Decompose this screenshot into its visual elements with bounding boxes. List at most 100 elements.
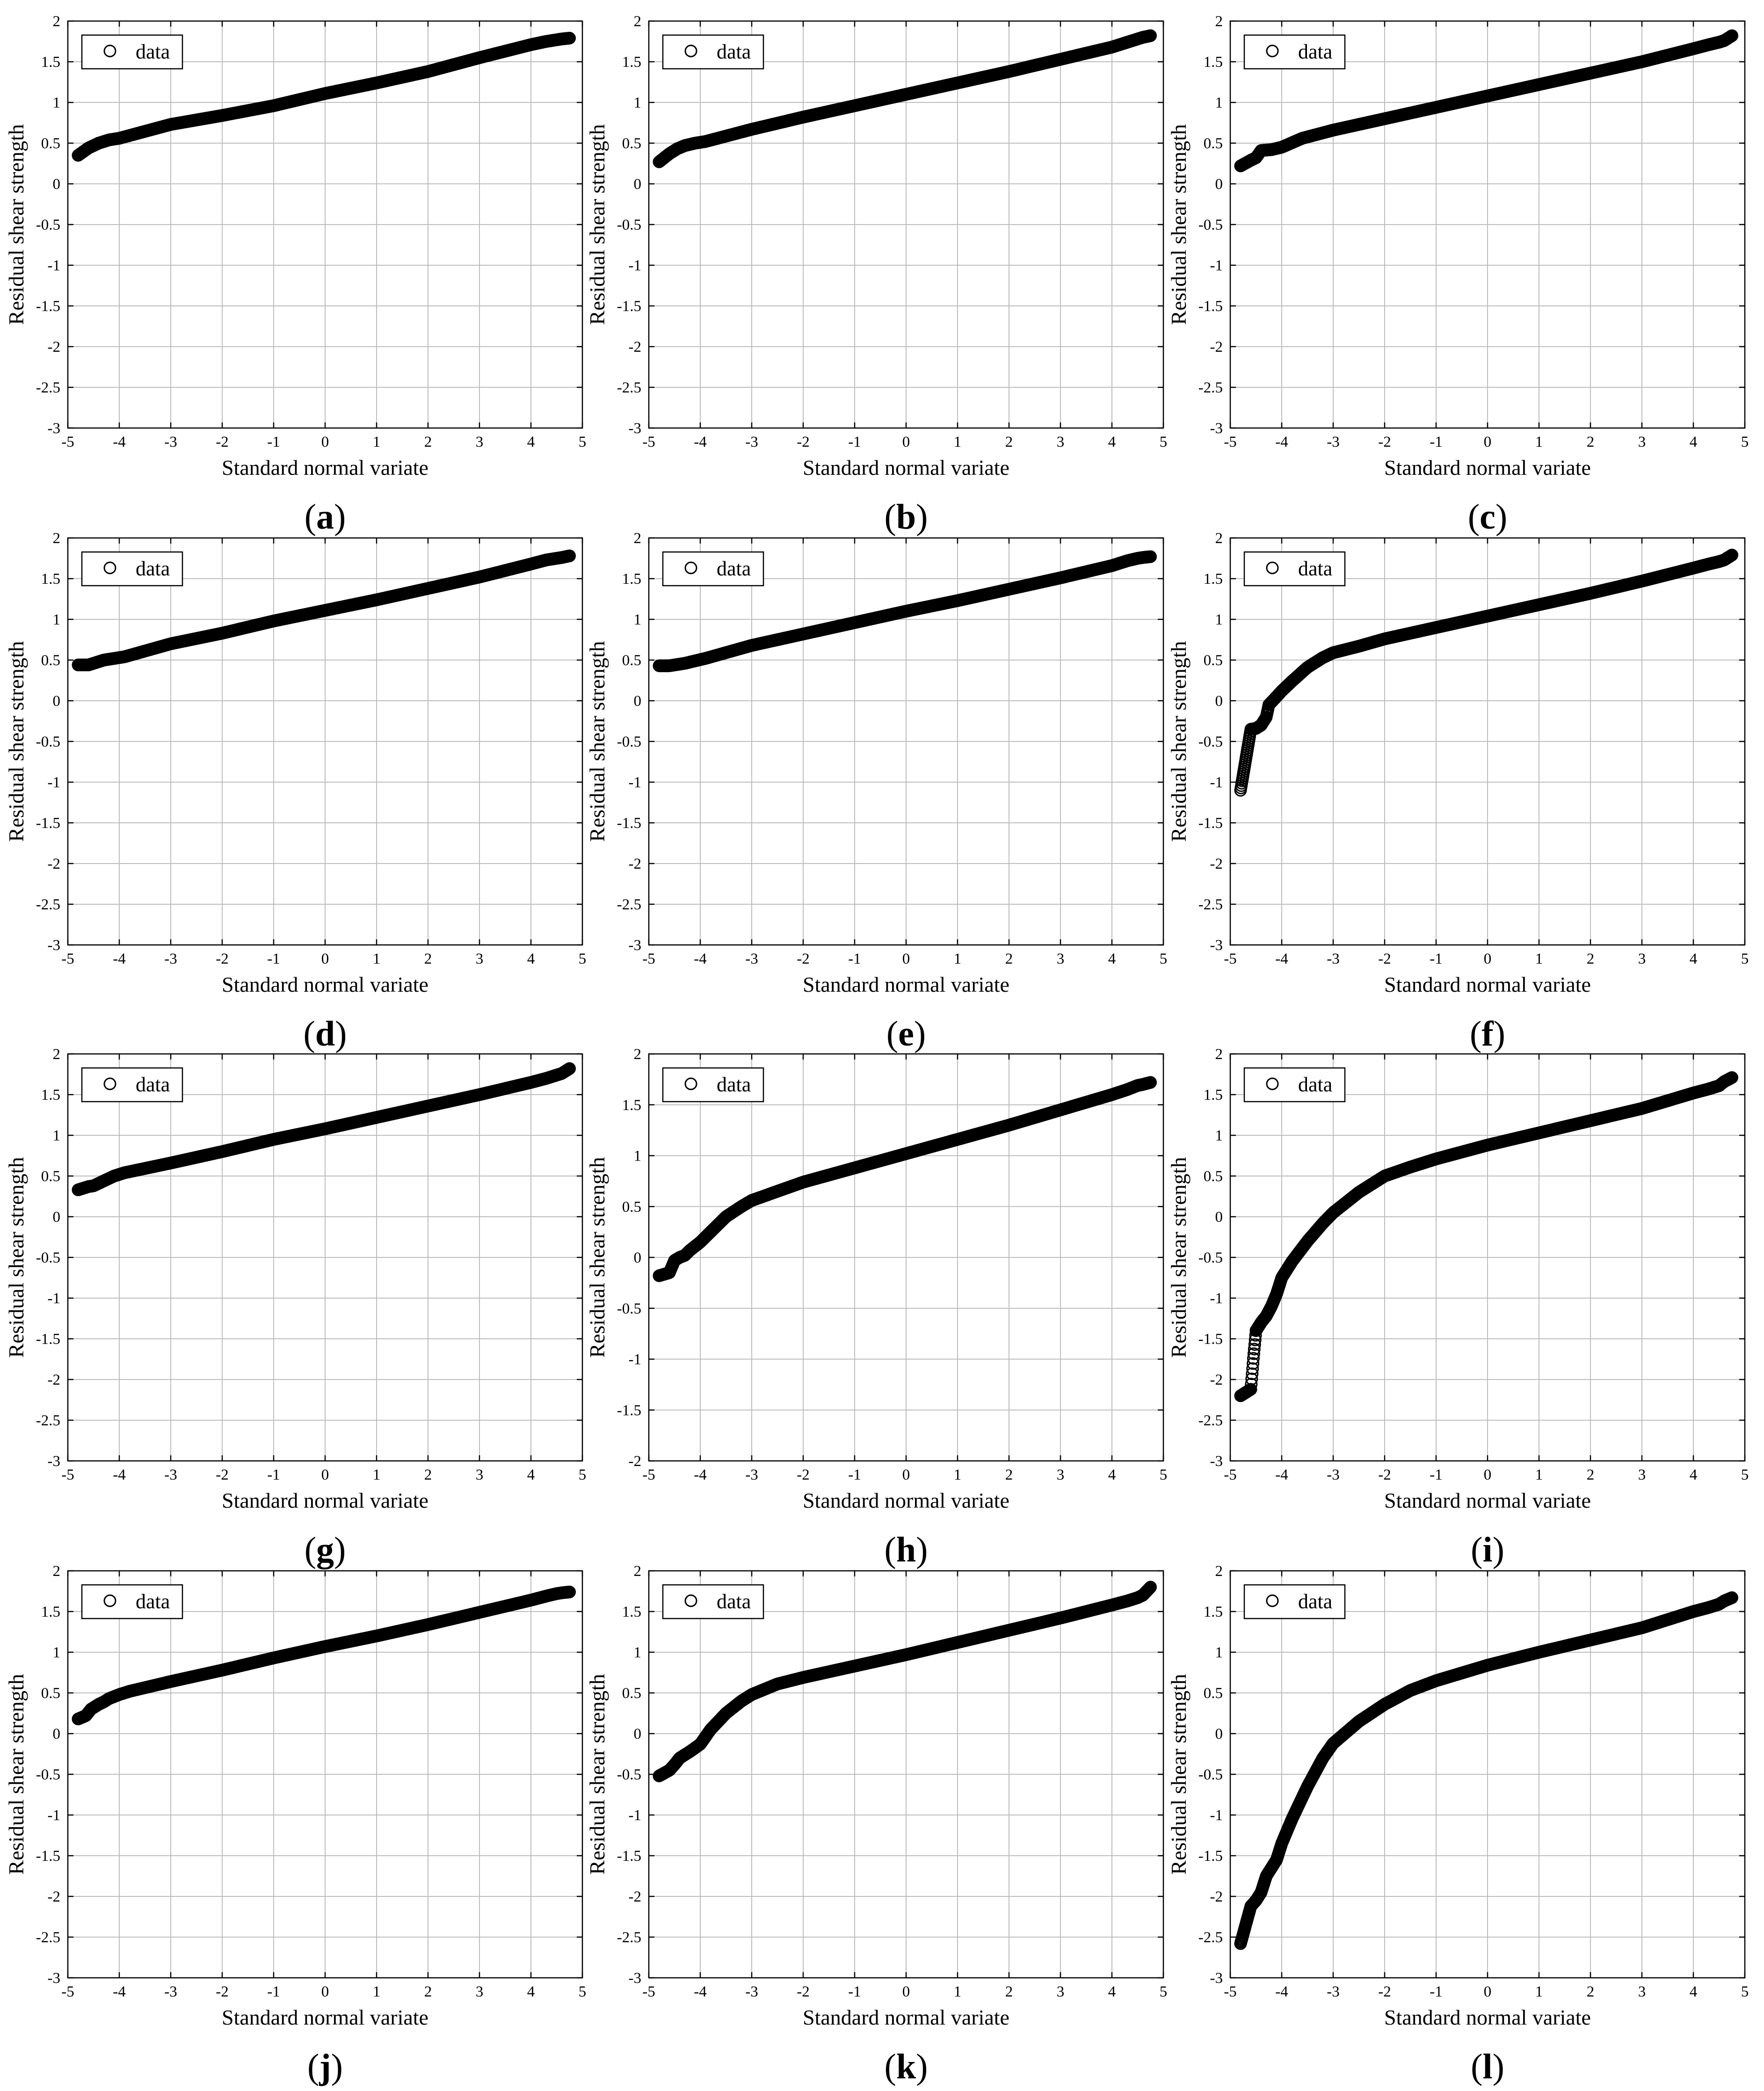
legend: data xyxy=(1243,34,1346,70)
x-tick-label: -1 xyxy=(848,434,861,450)
x-tick-label: 5 xyxy=(1160,434,1168,450)
y-tick-label: 1.5 xyxy=(1204,54,1223,71)
legend: data xyxy=(81,34,183,70)
y-tick-label: 0 xyxy=(634,176,642,193)
x-tick-label: 0 xyxy=(321,434,329,450)
panel-letter: b xyxy=(896,497,916,537)
x-tick-label: -2 xyxy=(216,434,229,450)
y-tick-label: -2.5 xyxy=(617,379,641,396)
y-tick-label: 2 xyxy=(53,530,61,547)
y-tick-label: 1.5 xyxy=(41,571,60,588)
y-tick-label: 1.5 xyxy=(41,54,60,71)
y-tick-label: -0.5 xyxy=(617,217,641,233)
y-tick-label: -0.5 xyxy=(36,733,60,750)
y-tick-label: -0.5 xyxy=(36,217,60,233)
y-axis-label: Residual shear strength xyxy=(585,124,609,325)
legend-label: data xyxy=(1298,40,1332,63)
y-tick-label: 0.5 xyxy=(1204,135,1223,152)
panel-b: -5 -4 -3 -2 -1 0 1 2 3 4 521.510.50-0.5-1-1.5-2-2.… xyxy=(585,13,1167,537)
y-tick-label: -3 xyxy=(48,420,61,437)
y-tick-label: -2.5 xyxy=(1198,379,1223,396)
x-tick-label: -2 xyxy=(216,951,229,967)
y-tick-label: 1 xyxy=(53,94,61,111)
x-tick-label: 5 xyxy=(579,434,587,450)
x-tick-label: 4 xyxy=(1108,434,1116,450)
y-tick-label: -1 xyxy=(48,257,61,274)
legend-label: data xyxy=(717,40,751,63)
x-tick-label: -2 xyxy=(797,434,810,450)
y-tick-label: 0 xyxy=(1215,176,1223,193)
y-tick-label: -3 xyxy=(1210,420,1223,437)
y-axis-label: Residual shear strength xyxy=(4,124,28,325)
x-tick-label: 2 xyxy=(424,434,432,450)
y-tick-label: -2 xyxy=(48,339,61,356)
x-tick-label: 4 xyxy=(527,434,535,450)
panel-label: (b) xyxy=(885,497,928,537)
panel-label: (a) xyxy=(305,497,346,537)
x-axis-label: Standard normal variate xyxy=(222,456,428,479)
x-tick-label: 1 xyxy=(373,951,381,967)
y-tick-label: 0.5 xyxy=(622,135,641,152)
y-tick-label: 1 xyxy=(1215,94,1223,111)
x-tick-label: 5 xyxy=(579,951,587,967)
x-tick-label: 2 xyxy=(1587,434,1595,450)
panel-letter: c xyxy=(1480,497,1495,537)
y-tick-label: -1.5 xyxy=(36,298,60,315)
y-tick-label: 0 xyxy=(53,176,61,193)
panel-d: -5 -4 -3 -2 -1 0 1 2 3 4 521.510.50-0.5-1-1.5-2-2.… xyxy=(4,530,586,1053)
x-tick-label: -3 xyxy=(745,434,758,450)
x-tick-label: 0 xyxy=(902,434,910,450)
y-tick-label: -2.5 xyxy=(36,896,60,913)
y-tick-label: -3 xyxy=(629,420,642,437)
x-tick-label: 4 xyxy=(527,951,535,967)
x-axis-label: Standard normal variate xyxy=(222,973,428,996)
x-tick-label: -1 xyxy=(267,951,280,967)
x-tick-label: 1 xyxy=(954,434,962,450)
y-tick-label: 0.5 xyxy=(41,652,60,669)
x-tick-label: -1 xyxy=(1430,434,1443,450)
x-tick-label: -3 xyxy=(164,434,177,450)
y-tick-label: -3 xyxy=(48,937,61,954)
x-tick-label: 3 xyxy=(1057,434,1065,450)
x-tick-label: -5 xyxy=(642,434,655,450)
x-tick-label: -4 xyxy=(113,434,126,450)
y-axis-label: Residual shear strength xyxy=(4,641,28,842)
y-tick-label: -0.5 xyxy=(1198,217,1223,233)
x-tick-label: 3 xyxy=(476,951,484,967)
y-tick-label: 2 xyxy=(634,13,642,30)
panel-c: -5 -4 -3 -2 -1 0 1 2 3 4 521.510.50-0.5-1-1.5-2-2.… xyxy=(1167,13,1749,537)
y-tick-label: 2 xyxy=(53,13,61,30)
x-tick-label: -2 xyxy=(1378,434,1391,450)
x-tick-label: 0 xyxy=(1484,434,1492,450)
x-tick-label: -5 xyxy=(61,434,74,450)
y-tick-label: -2 xyxy=(629,339,642,356)
panel-a: -5 -4 -3 -2 -1 0 1 2 3 4 521.510.50-0.5-1-1.5-2-2.… xyxy=(4,13,586,537)
y-tick-label: -2 xyxy=(48,856,61,872)
x-tick-label: -4 xyxy=(113,951,126,967)
x-tick-label: -4 xyxy=(694,434,707,450)
y-tick-label: -2 xyxy=(1210,339,1223,356)
y-tick-label: 1 xyxy=(634,94,642,111)
legend: data xyxy=(662,34,764,70)
x-tick-label: 5 xyxy=(1741,434,1749,450)
x-axis-label: Standard normal variate xyxy=(1384,456,1591,479)
x-tick-label: -1 xyxy=(267,434,280,450)
y-tick-label: -1.5 xyxy=(36,815,60,832)
panel-label: (c) xyxy=(1468,497,1507,537)
x-tick-label: -5 xyxy=(61,951,74,967)
y-tick-label: -1 xyxy=(1210,257,1223,274)
x-tick-label: -5 xyxy=(1224,434,1237,450)
y-axis-label: Residual shear strength xyxy=(1167,124,1191,325)
x-tick-label: -3 xyxy=(164,951,177,967)
x-tick-label: -3 xyxy=(1327,434,1340,450)
x-tick-label: 3 xyxy=(476,434,484,450)
y-tick-label: -1 xyxy=(48,774,61,791)
x-tick-label: 2 xyxy=(424,951,432,967)
x-tick-label: 4 xyxy=(1690,434,1698,450)
y-tick-label: -1.5 xyxy=(617,298,641,315)
panel-letter: a xyxy=(316,497,334,537)
x-tick-label: 1 xyxy=(373,434,381,450)
x-tick-label: 3 xyxy=(1638,434,1646,450)
y-tick-label: 0.5 xyxy=(41,135,60,152)
